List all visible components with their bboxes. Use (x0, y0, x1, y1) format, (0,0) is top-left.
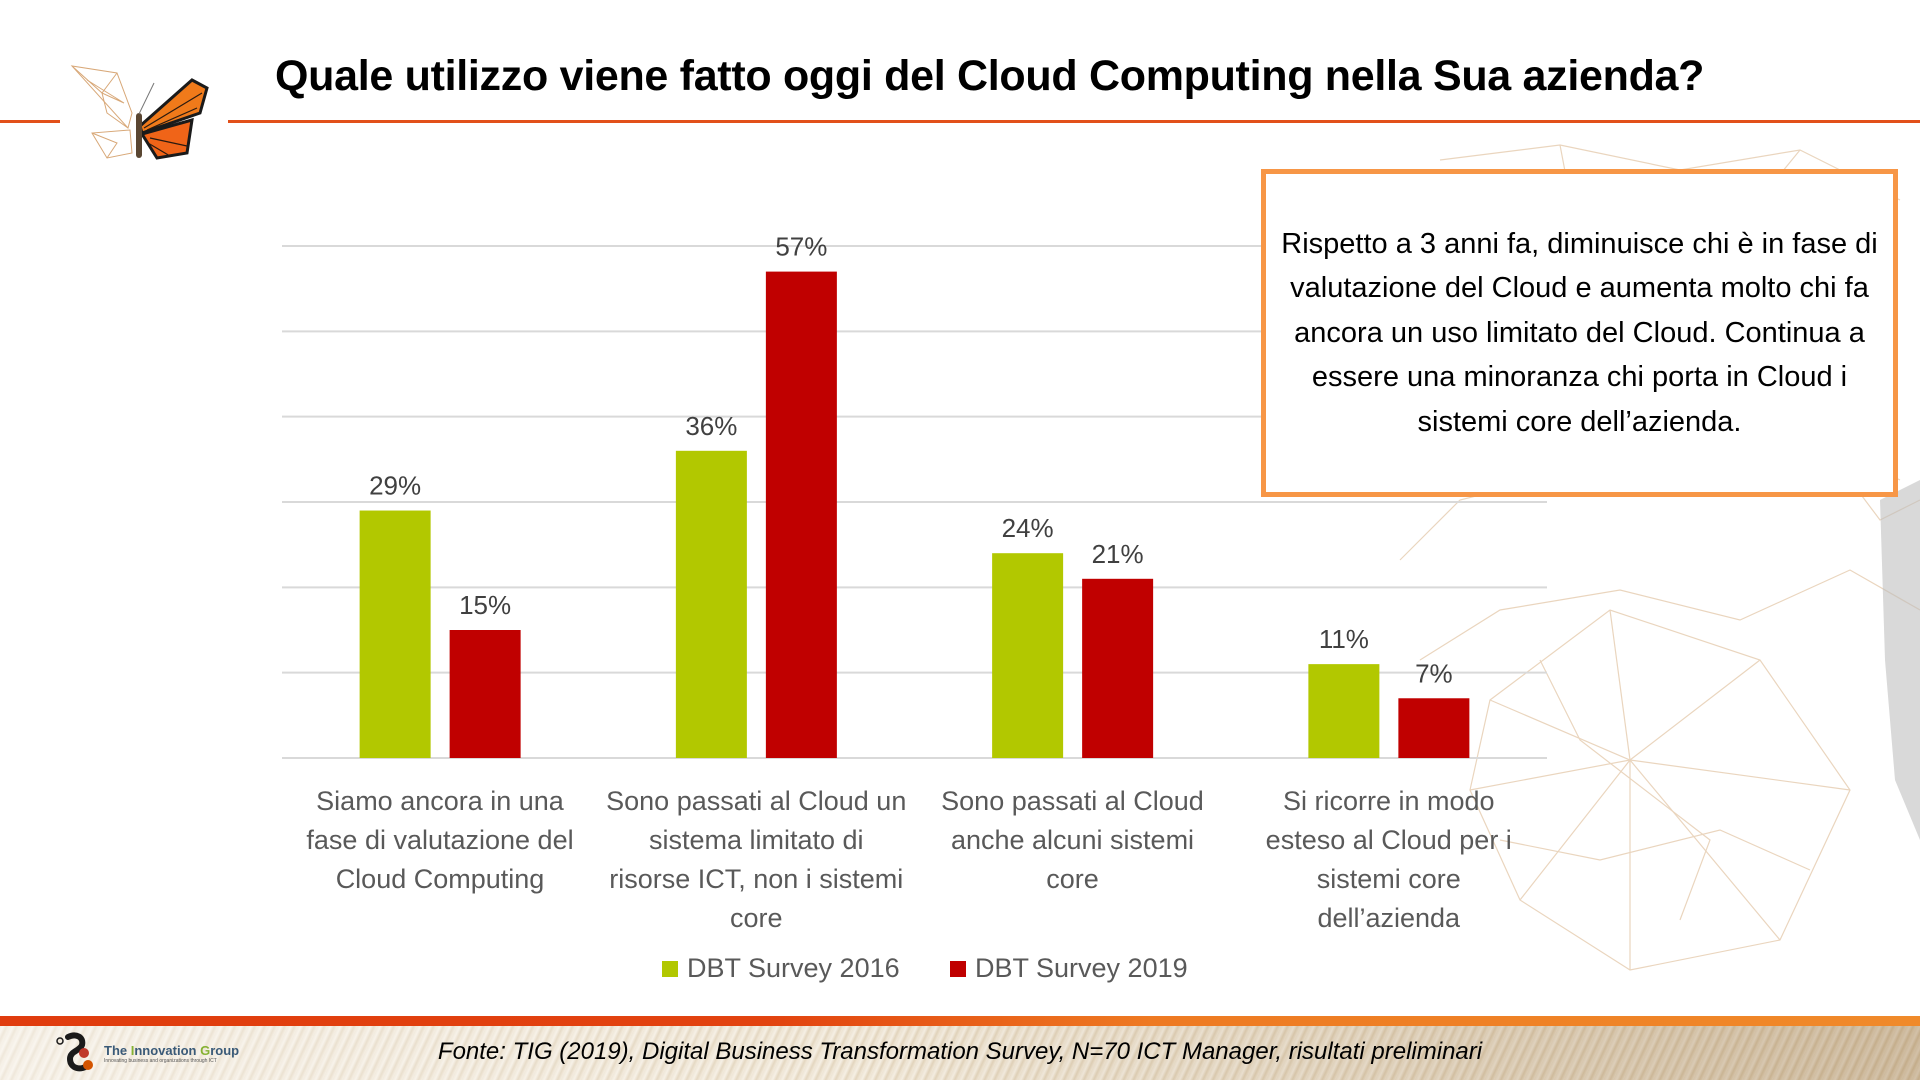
legend-label-2016: DBT Survey 2016 (687, 953, 900, 983)
footer-band-shade (0, 1026, 1920, 1080)
tig-logo-tagline: Innovating business and organizations th… (104, 1057, 217, 1064)
category-label-line: Sono passati al Cloud un (606, 786, 907, 816)
bar-2019-cat4 (1398, 698, 1470, 758)
category-label-2: Sono passati al Cloud un sistema limitato… (598, 782, 914, 938)
callout-text: Rispetto a 3 anni fa, diminuisce chi è i… (1281, 227, 1878, 438)
category-label-4: Si ricorre in modo esteso al Cloud per i s… (1231, 782, 1547, 938)
callout-box: Rispetto a 3 anni fa, diminuisce chi è i… (1261, 169, 1898, 497)
data-label-2016-cat1: 29% (369, 471, 421, 501)
legend-swatch-2016 (662, 960, 678, 977)
data-label-2019-cat4: 7% (1415, 658, 1453, 688)
legend-swatch-2019 (950, 960, 966, 977)
category-label-1: Siamo ancora in una fase di valutazione d… (282, 782, 598, 899)
bar-2019-cat2 (765, 271, 837, 758)
data-label-2016-cat3: 24% (1002, 513, 1054, 543)
tig-logo-name: The Innovation Group (104, 1042, 240, 1058)
category-label-line: esteso al Cloud per i (1265, 825, 1512, 855)
category-label-3: Sono passati al Cloud anche alcuni sistem… (915, 782, 1231, 899)
tig-logo: The Innovation Group Innovating business… (54, 1030, 239, 1076)
category-label-line: core (729, 903, 783, 933)
bar-2016-cat4 (1308, 664, 1380, 758)
category-label-line: anche alcuni sistemi (950, 825, 1195, 855)
source-note: Fonte: TIG (2019), Digital Business Tran… (437, 1038, 1483, 1065)
category-label-line: Siamo ancora in una (316, 786, 564, 816)
legend-item-2019: DBT Survey 2019 (950, 953, 1188, 984)
legend-item-2016: DBT Survey 2016 (662, 953, 900, 984)
data-label-2019-cat1: 15% (459, 590, 511, 620)
category-label-line: dell’azienda (1317, 903, 1461, 933)
category-label-line: sistema limitato di (648, 825, 864, 855)
bar-2019-cat3 (1082, 578, 1154, 758)
legend-label-2019: DBT Survey 2019 (975, 953, 1188, 983)
tig-logo-icon (56, 1032, 93, 1072)
category-label-line: core (1046, 864, 1099, 894)
category-label-line: sistemi core (1316, 864, 1461, 894)
data-label-2019-cat3: 21% (1092, 539, 1144, 569)
title-rule-left (0, 120, 60, 123)
category-label-line: Si ricorre in modo (1282, 786, 1495, 816)
data-label-2016-cat2: 36% (685, 411, 737, 441)
slide-title: Quale utilizzo viene fatto oggi del Clou… (275, 52, 1705, 100)
data-label-2019-cat2: 57% (775, 232, 827, 262)
category-label-line: risorse ICT, non i sistemi (609, 864, 904, 894)
bar-2016-cat2 (675, 450, 747, 758)
data-label-2016-cat4: 11% (1319, 624, 1369, 654)
title-rule-right (228, 120, 1920, 123)
footer-accent-bar (0, 1016, 1920, 1026)
butterfly-logo-icon (70, 65, 209, 160)
category-label-line: fase di valutazione del (306, 825, 574, 855)
bar-2016-cat3 (992, 553, 1064, 758)
bar-2016-cat1 (359, 510, 431, 758)
category-label-line: Cloud Computing (335, 864, 545, 894)
category-label-line: Sono passati al Cloud (941, 786, 1204, 816)
bar-2019-cat1 (449, 630, 521, 758)
